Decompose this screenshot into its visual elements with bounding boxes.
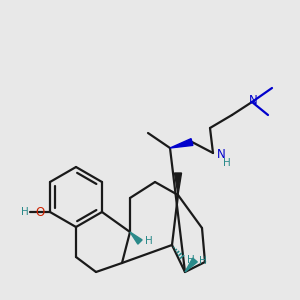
Polygon shape	[170, 139, 193, 148]
Polygon shape	[130, 232, 142, 244]
Text: N: N	[249, 94, 257, 106]
Text: N: N	[217, 148, 226, 160]
Text: O: O	[35, 206, 44, 220]
Text: H: H	[199, 256, 207, 266]
Text: H: H	[223, 158, 231, 168]
Text: H: H	[145, 236, 153, 246]
Text: H: H	[187, 255, 195, 265]
Text: H: H	[21, 207, 29, 217]
Polygon shape	[185, 258, 197, 272]
Polygon shape	[175, 173, 182, 195]
